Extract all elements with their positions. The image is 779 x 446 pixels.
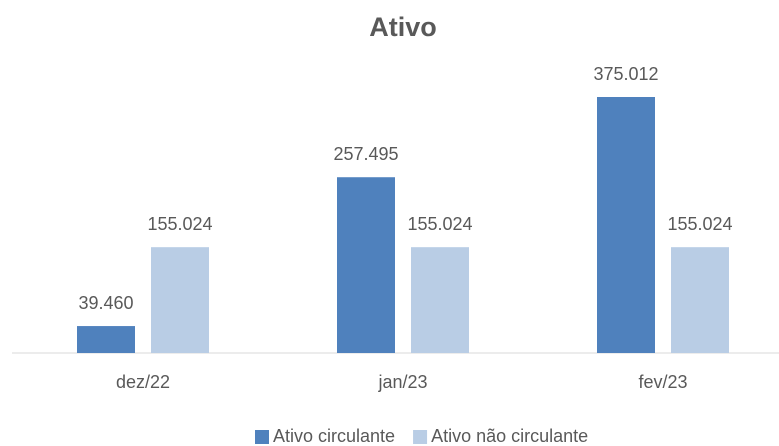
bar [337,177,395,353]
legend-swatch [413,430,428,444]
chart-title: Ativo [369,12,437,42]
legend-swatch [255,430,269,444]
bar [411,247,469,353]
x-tick-label: dez/22 [116,372,170,392]
legend-label: Ativo não circulante [431,426,588,446]
data-label: 39.460 [78,293,133,313]
bar [77,326,135,353]
bar [597,97,655,353]
x-tick-label: fev/23 [638,372,687,392]
data-label: 155.024 [667,214,732,234]
data-label: 155.024 [147,214,212,234]
data-label: 257.495 [333,144,398,164]
bar [151,247,209,353]
data-label: 155.024 [407,214,472,234]
bar [671,247,729,353]
x-tick-label: jan/23 [377,372,427,392]
data-label: 375.012 [593,64,658,84]
legend-label: Ativo circulante [273,426,395,446]
